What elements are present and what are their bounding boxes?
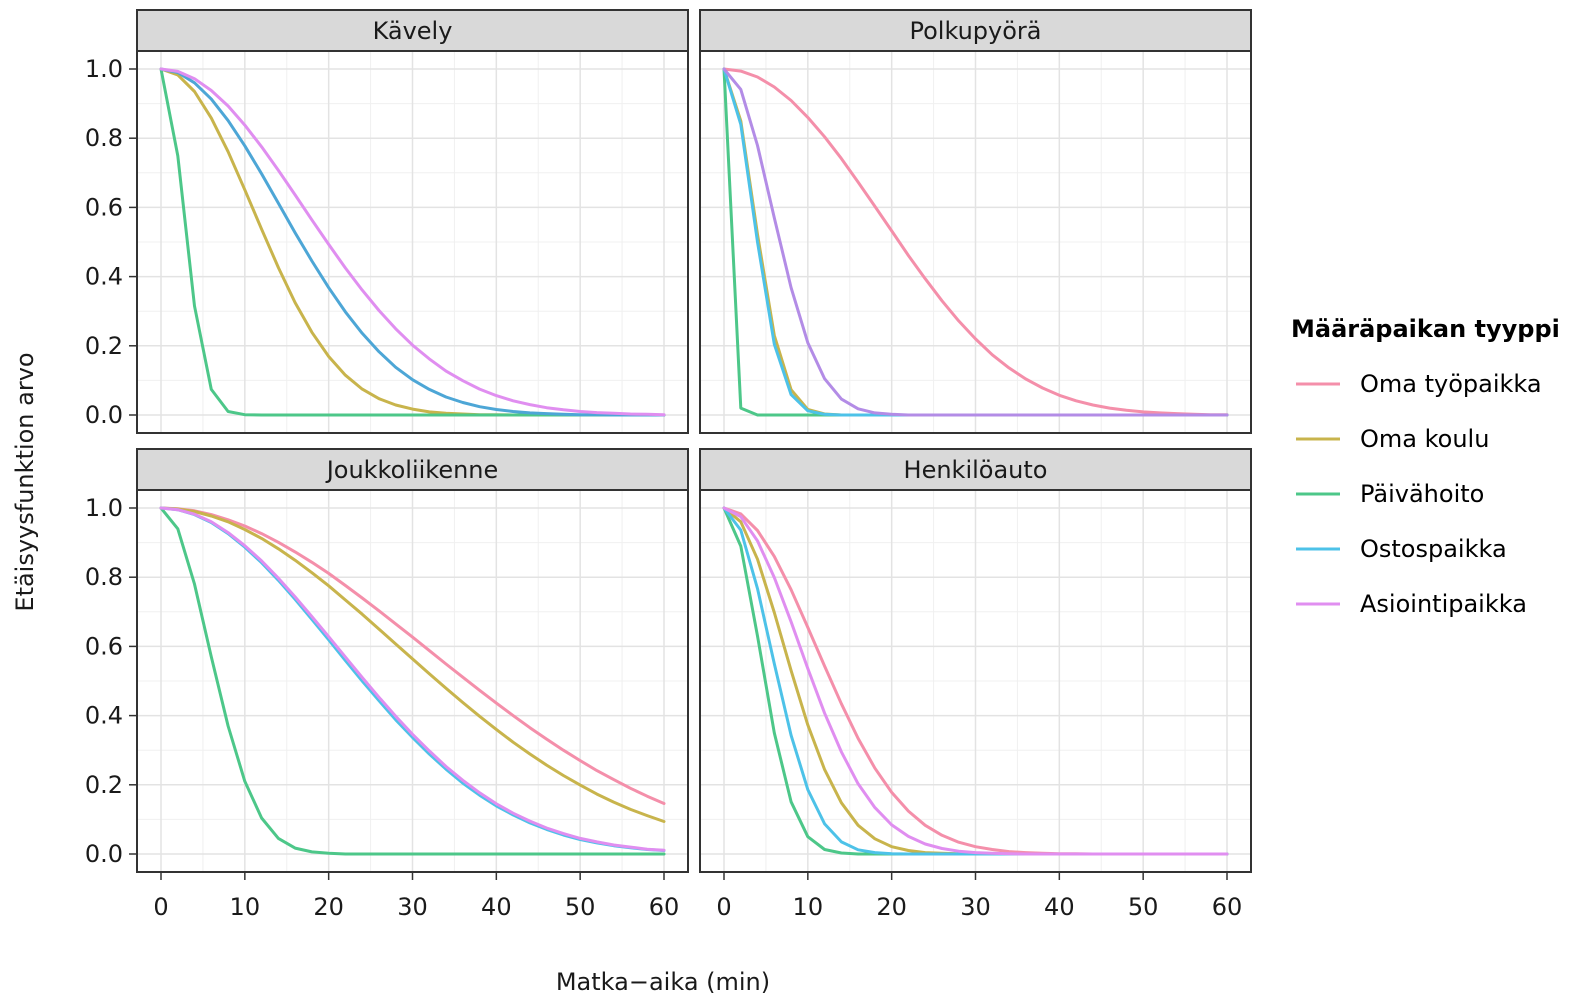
y-axis-title: Etäisyysfunktion arvo xyxy=(11,352,39,611)
panel-strip xyxy=(699,448,1252,491)
y-tick-label: 1.0 xyxy=(85,494,123,522)
panel-title: Henkilöauto xyxy=(904,456,1048,484)
x-tick-label: 40 xyxy=(1044,893,1075,921)
panel-border xyxy=(699,50,1252,434)
x-tick-label: 20 xyxy=(876,893,907,921)
panel-polkupyora: Polkupyörä xyxy=(699,9,1252,434)
x-tick-label: 10 xyxy=(230,893,261,921)
x-tick-label: 60 xyxy=(1212,893,1243,921)
legend-entry-oma-tyopaikka: Oma työpaikka xyxy=(1296,370,1542,398)
legend-entry-ostospaikka: Ostospaikka xyxy=(1296,535,1507,563)
y-tick-label: 0.2 xyxy=(85,771,123,799)
y-tick-label: 0.4 xyxy=(85,702,123,730)
series-line-asiointipaikka xyxy=(159,506,666,852)
x-tick-label: 0 xyxy=(153,893,168,921)
x-axis-title: Matka−aika (min) xyxy=(556,968,770,996)
legend-entry-asiointipaikka: Asiointipaikka xyxy=(1296,590,1527,618)
gridlines xyxy=(700,490,1251,872)
x-tick-label: 40 xyxy=(481,893,512,921)
y-tick-label: 0.6 xyxy=(85,632,123,660)
x-tick-label: 50 xyxy=(1128,893,1159,921)
panel-title: Polkupyörä xyxy=(909,17,1041,45)
legend-label: Oma koulu xyxy=(1360,425,1489,453)
x-tick-label: 60 xyxy=(649,893,680,921)
legend-title: Määräpaikan tyyppi xyxy=(1291,315,1560,343)
panel-joukkoliikenne: Joukkoliikenne 0.0 0.2 0.4 0.6 0.8 1.0 0 10 20 30 4… xyxy=(85,448,689,921)
x-tick-label: 50 xyxy=(565,893,596,921)
legend-entry-paivahoito: Päivähoito xyxy=(1296,480,1484,508)
series-line-oma-koulu xyxy=(159,506,666,823)
series-line-ostospaikka xyxy=(159,67,666,417)
legend: Oma työpaikka Oma koulu Päivähoito Ostospai… xyxy=(1296,370,1542,618)
x-tick-label: 10 xyxy=(793,893,824,921)
panel-strip xyxy=(136,448,689,491)
panel-border xyxy=(136,50,689,434)
y-tick-label: 0.6 xyxy=(85,193,123,221)
legend-label: Asiointipaikka xyxy=(1360,590,1527,618)
y-tick-label: 0.4 xyxy=(85,263,123,291)
legend-entry-oma-koulu: Oma koulu xyxy=(1296,425,1489,453)
y-tick-label: 0.0 xyxy=(85,401,123,429)
y-tick-label: 0.8 xyxy=(85,124,123,152)
y-tick-label: 1.0 xyxy=(85,55,123,83)
panel-henkiloauto: Henkilöauto 0 10 20 30 40 50 60 xyxy=(699,448,1252,921)
series-line-oma-tyopaikka xyxy=(159,506,666,805)
panel-strip xyxy=(136,9,689,52)
series-line-asiointipaikka xyxy=(722,506,1229,856)
panel-title: Kävely xyxy=(373,17,453,45)
panel-kavely: Kävely 0.0 0.2 0.4 0.6 0.8 1.0 xyxy=(85,9,689,434)
x-tick-label: 0 xyxy=(716,893,731,921)
x-tick-label: 30 xyxy=(397,893,428,921)
y-tick-label: 0.8 xyxy=(85,563,123,591)
y-tick-label: 0.0 xyxy=(85,840,123,868)
legend-label: Päivähoito xyxy=(1360,480,1484,508)
chart-panels: Kävely 0.0 0.2 0.4 0.6 0.8 1.0 Polkupyörä Joukko… xyxy=(85,9,1252,921)
legend-label: Oma työpaikka xyxy=(1360,370,1542,398)
series-line-asiointipaikka xyxy=(159,67,666,417)
gridlines xyxy=(137,490,688,872)
series-line-asiointipaikka xyxy=(722,67,1229,417)
x-tick-label: 30 xyxy=(960,893,991,921)
series-line-oma-tyopaikka xyxy=(722,67,1229,417)
series-line-paivahoito xyxy=(159,506,666,856)
legend-label: Ostospaikka xyxy=(1360,535,1507,563)
y-tick-label: 0.2 xyxy=(85,332,123,360)
x-tick-label: 20 xyxy=(313,893,344,921)
panel-title: Joukkoliikenne xyxy=(325,456,499,484)
